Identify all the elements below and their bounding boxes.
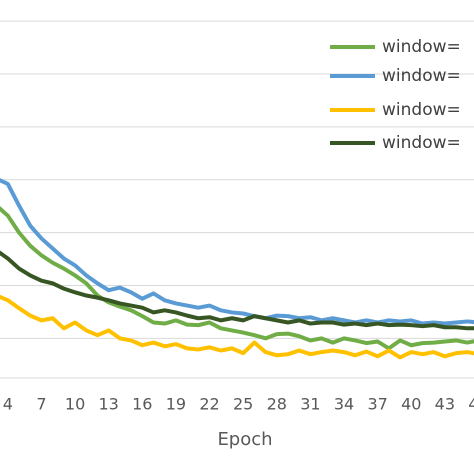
x-tick-label: 46 [468,395,474,414]
x-tick-label: 13 [99,395,119,414]
x-tick-label: 37 [367,395,387,414]
x-tick-label: 28 [267,395,287,414]
series-line [0,178,474,326]
x-tick-label: 22 [199,395,219,414]
legend-label: window= [382,100,461,120]
x-tick-label: 40 [401,395,421,414]
legend-label: window= [382,66,461,86]
x-tick-label: 25 [233,395,253,414]
x-tick-label: 43 [435,395,455,414]
x-tick-label: 16 [132,395,152,414]
legend-label: window= [382,37,461,57]
x-tick-label: 10 [65,395,85,414]
x-axis-title: Epoch [217,429,272,450]
series-line [0,205,474,351]
x-tick-label: 31 [300,395,320,414]
x-tick-label: 19 [166,395,186,414]
series-line [0,250,474,331]
x-tick-label: 4 [3,395,13,414]
x-tick-label: 34 [334,395,354,414]
x-tick-label: 7 [36,395,46,414]
legend-label: window= [382,133,461,153]
series-line [0,294,474,360]
